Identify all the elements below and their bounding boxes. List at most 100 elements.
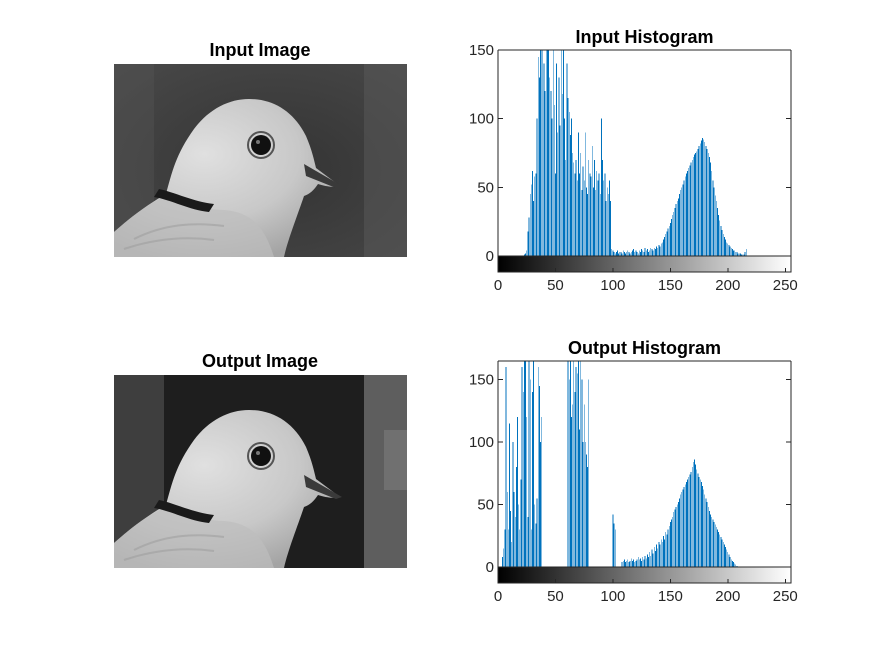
output-histogram: Output Histogram 0 50 100 150 0 50 100 150 200 250 [469, 338, 798, 605]
histogram-bar [700, 140, 702, 256]
histogram-bar [597, 180, 599, 256]
histogram-bar [623, 559, 625, 567]
histogram-bar [641, 249, 643, 256]
histogram-bar [566, 63, 568, 257]
histogram-bar [719, 220, 721, 256]
histogram-bar [669, 522, 671, 567]
histogram-bar [580, 361, 582, 567]
histogram-bar [623, 251, 625, 256]
histogram-bar [729, 246, 731, 256]
histogram-bar [588, 159, 590, 256]
histogram-bar [513, 492, 515, 567]
histogram-bar [505, 367, 507, 567]
histogram-bar [582, 442, 584, 567]
histogram-bar [534, 504, 536, 567]
input-image-title: Input Image [209, 40, 310, 60]
histogram-bar [651, 249, 653, 256]
histogram-bar [507, 529, 509, 567]
histogram-bar [629, 253, 631, 256]
histogram-bar [590, 176, 592, 256]
histogram-bar [613, 251, 615, 256]
histogram-bar [727, 552, 729, 567]
histogram-bar [632, 250, 633, 256]
histogram-bar [535, 523, 537, 567]
histogram-bar [640, 251, 641, 256]
histogram-bar [591, 146, 593, 256]
histogram-bar [542, 50, 544, 256]
x-tick-label: 100 [600, 277, 625, 294]
histogram-bar [732, 249, 733, 256]
histogram-bar [691, 467, 693, 567]
histogram-bar [610, 201, 611, 256]
y-tick-label: 50 [477, 179, 494, 196]
histogram-bar [718, 214, 720, 256]
histogram-bar [598, 173, 600, 256]
x-tick-label: 50 [547, 588, 564, 605]
histogram-bar [621, 562, 623, 567]
histogram-bar [613, 523, 615, 567]
histogram-bar [713, 522, 715, 567]
histogram-bar [569, 361, 571, 567]
histogram-bar [583, 180, 585, 256]
histogram-bar [683, 487, 685, 567]
histogram-bar [555, 173, 556, 256]
histogram-bar [633, 249, 634, 256]
histogram-bar [715, 527, 717, 567]
histogram-bar [692, 157, 694, 256]
histogram-bar [658, 542, 660, 567]
histogram-bar [674, 509, 676, 567]
histogram-bar [625, 562, 626, 567]
histogram-bar [671, 218, 672, 256]
histogram-bar [673, 212, 675, 256]
histogram-bar [656, 246, 657, 256]
histogram-bar [614, 529, 616, 567]
histogram-bar [705, 498, 707, 567]
histogram-bar [684, 484, 686, 567]
histogram-bar [540, 442, 541, 567]
histogram-bar [711, 170, 713, 256]
histogram-bar [533, 201, 535, 256]
histogram-bar [657, 548, 659, 567]
histogram-bar [703, 139, 705, 256]
histogram-bar [522, 392, 524, 567]
histogram-bar [510, 510, 512, 567]
histogram-bar [588, 379, 590, 567]
histogram-bar [518, 504, 520, 567]
histogram-bar [690, 162, 692, 256]
histogram-bar [659, 246, 661, 256]
histogram-bar [536, 118, 538, 256]
histogram-bar [660, 243, 662, 256]
histogram-bar [643, 559, 645, 567]
histogram-bar [641, 560, 643, 567]
histogram-bar [651, 549, 653, 567]
histogram-bar [558, 77, 560, 256]
histogram-bar [541, 417, 543, 567]
histogram-bar [586, 187, 587, 256]
histogram-bar [709, 157, 710, 256]
histogram-bar [649, 552, 651, 567]
x-tick-label: 0 [494, 588, 502, 605]
histogram-bar [675, 203, 677, 256]
histogram-bar [630, 251, 632, 256]
x-tick-label: 150 [658, 277, 683, 294]
histogram-bar [729, 557, 731, 567]
histogram-bar [734, 250, 736, 256]
histogram-bar [664, 236, 666, 256]
histogram-bar [663, 535, 664, 567]
histogram-bar [633, 559, 634, 567]
histogram-bar [575, 367, 577, 567]
histogram-bar [675, 507, 677, 567]
histogram-title: Input Histogram [576, 27, 714, 47]
histogram-bar [727, 243, 729, 256]
histogram-bar [594, 159, 595, 256]
histogram-bar [644, 555, 646, 567]
histogram-bar [561, 93, 563, 256]
histogram-bar [533, 361, 535, 567]
histogram-bar [629, 560, 631, 567]
histogram-bar [687, 170, 688, 256]
histogram-bar [682, 489, 684, 567]
histogram-bar [672, 214, 674, 256]
histogram-bar [692, 462, 694, 567]
histogram-bar [687, 479, 688, 567]
histogram-bar [628, 562, 630, 567]
